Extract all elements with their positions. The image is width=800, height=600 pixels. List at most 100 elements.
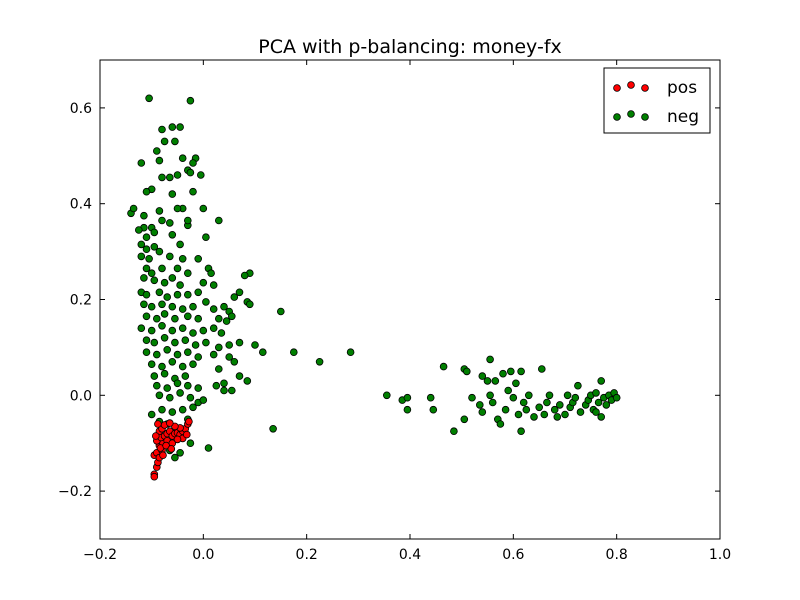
point-neg-51 (194, 254, 203, 263)
point-neg-116 (225, 341, 234, 349)
point-neg-217 (563, 391, 572, 400)
point-neg-13 (166, 173, 174, 182)
point-neg-41 (142, 245, 151, 254)
point-neg-80 (147, 302, 156, 311)
point-neg-58 (207, 269, 215, 278)
point-neg-49 (166, 252, 174, 261)
point-neg-83 (178, 305, 187, 313)
point-neg-181 (460, 415, 469, 424)
point-neg-17 (197, 171, 205, 179)
point-neg-228 (594, 398, 603, 407)
point-neg-131 (230, 357, 239, 366)
point-neg-210 (540, 410, 549, 419)
point-neg-34 (166, 219, 174, 227)
point-neg-229 (597, 377, 605, 385)
point-neg-153 (155, 391, 164, 400)
point-neg-93 (160, 310, 169, 318)
point-neg-5 (160, 137, 169, 146)
point-neg-53 (147, 269, 156, 278)
point-neg-56 (184, 269, 192, 278)
point-neg-188 (483, 377, 492, 385)
point-neg-184 (468, 393, 476, 402)
point-neg-124 (153, 350, 161, 359)
point-neg-196 (499, 369, 507, 378)
point-neg-145 (163, 384, 172, 392)
point-neg-84 (189, 302, 197, 311)
point-neg-60 (240, 271, 249, 280)
point-neg-75 (235, 288, 244, 297)
point-neg-197 (504, 386, 513, 395)
point-neg-92 (153, 314, 161, 323)
point-neg-192 (491, 377, 500, 385)
point-neg-12 (155, 156, 164, 165)
x-tick-label: 0.4 (399, 547, 421, 563)
point-neg-202 (517, 427, 525, 436)
point-neg-107 (217, 329, 226, 337)
point-neg-214 (553, 413, 562, 421)
point-neg-161 (168, 408, 177, 416)
point-neg-177 (426, 393, 435, 402)
point-neg-62 (150, 276, 159, 285)
point-neg-103 (178, 324, 187, 333)
point-pos-1 (150, 472, 159, 481)
point-neg-89 (228, 312, 236, 321)
point-neg-222 (576, 408, 585, 416)
point-neg-199 (509, 393, 518, 402)
y-tick-label: 0.4 (70, 197, 92, 213)
point-neg-16 (186, 168, 195, 177)
point-neg-221 (574, 381, 582, 390)
legend-frame (603, 67, 711, 134)
point-neg-149 (212, 381, 221, 390)
point-neg-74 (194, 288, 203, 297)
point-neg-125 (163, 345, 172, 354)
point-neg-201 (514, 410, 523, 419)
point-neg-152 (220, 379, 228, 388)
point-neg-26 (155, 207, 164, 215)
point-neg-169 (171, 453, 179, 462)
point-neg-37 (215, 216, 223, 225)
point-neg-126 (173, 350, 182, 359)
point-neg-179 (439, 362, 448, 371)
x-tick-label: 0.6 (502, 547, 524, 563)
point-neg-130 (225, 353, 234, 361)
point-neg-45 (168, 231, 177, 239)
point-neg-43 (155, 247, 164, 256)
point-neg-220 (571, 393, 580, 402)
point-neg-33 (158, 216, 166, 225)
point-neg-120 (289, 348, 298, 357)
point-pos-29 (173, 435, 182, 444)
point-pos-39 (159, 451, 167, 460)
point-neg-205 (522, 405, 531, 414)
y-tick-label: −0.2 (58, 484, 92, 500)
point-pos-35 (183, 430, 191, 439)
point-neg-206 (524, 391, 533, 400)
point-neg-194 (496, 420, 505, 428)
point-neg-204 (519, 398, 528, 407)
legend-marker-pos (641, 84, 649, 92)
x-tick-label: 0.8 (606, 547, 628, 563)
point-neg-70 (155, 288, 164, 297)
point-neg-117 (235, 338, 244, 347)
point-neg-209 (537, 365, 546, 373)
point-neg-66 (199, 278, 208, 287)
point-neg-48 (145, 254, 153, 263)
legend-entries: pos neg (613, 78, 699, 127)
point-neg-25 (140, 211, 148, 220)
point-neg-8 (137, 159, 146, 167)
point-neg-11 (178, 154, 187, 163)
point-neg-4 (176, 123, 184, 131)
point-neg-163 (189, 403, 197, 412)
point-neg-175 (403, 393, 412, 402)
point-neg-237 (597, 413, 605, 421)
point-neg-191 (486, 355, 494, 364)
point-neg-63 (160, 278, 169, 287)
point-neg-168 (176, 448, 184, 457)
legend-marker-neg (641, 113, 649, 121)
point-neg-147 (184, 381, 192, 390)
point-neg-7 (171, 137, 179, 146)
point-neg-134 (168, 357, 177, 366)
point-neg-115 (215, 343, 223, 352)
point-pos-36 (185, 417, 193, 426)
chart-title: PCA with p-balancing: money-fx (258, 36, 562, 58)
x-tick-label: −0.2 (83, 547, 117, 563)
